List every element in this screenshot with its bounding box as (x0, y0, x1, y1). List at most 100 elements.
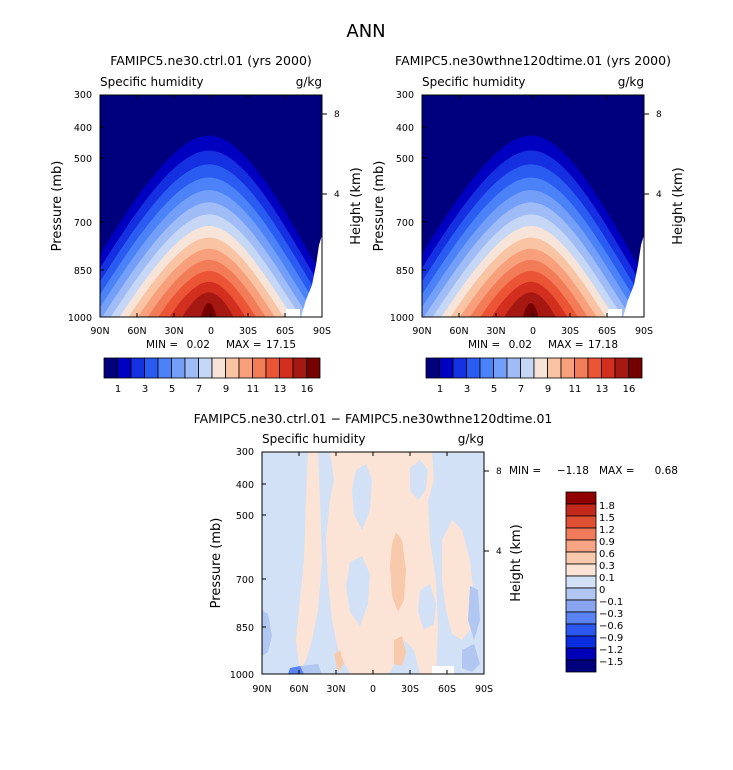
colorbar-swatch (565, 515, 597, 529)
y-tick-label: 500 (236, 511, 254, 522)
colorbar-swatch (565, 491, 597, 505)
panel-3-minmax: MIN = −1.18 MAX = 0.68 (509, 465, 678, 477)
colorbar-label: −1.2 (599, 645, 623, 656)
x-tick-label: 30N (326, 684, 345, 695)
missing-data-region (301, 235, 322, 317)
colorbar-swatch (520, 357, 535, 379)
colorbar-swatch (506, 357, 521, 379)
colorbar-label: 5 (491, 384, 497, 395)
height-tick-label: 4 (656, 190, 662, 200)
height-axis-label: Height (km) (349, 167, 364, 244)
panel-1-variable: Specific humidity (100, 75, 204, 89)
colorbar-swatch (252, 357, 267, 379)
colorbar-swatch (306, 357, 321, 379)
y-tick-label: 850 (236, 623, 254, 634)
colorbar-swatch (565, 635, 597, 649)
tick-marks (99, 94, 327, 318)
colorbar-swatch (452, 357, 467, 379)
panel-3-colorbar (565, 491, 597, 673)
colorbar-swatch (565, 599, 597, 613)
tick-marks (421, 94, 649, 318)
x-tick-label: 60N (127, 326, 146, 337)
height-tick-label: 8 (656, 110, 662, 120)
colorbar-label: 0.1 (599, 573, 615, 584)
colorbar-swatch (493, 357, 508, 379)
max-label: MAX = (599, 465, 635, 477)
negative-anomaly-region (298, 664, 322, 674)
panel-2: FAMIPC5.ne30wthne120dtime.01 (yrs 2000) … (372, 53, 686, 395)
x-tick-label: 60S (598, 326, 616, 337)
x-tick-label: 90N (90, 326, 109, 337)
colorbar-label: 1 (115, 384, 121, 395)
negative-anomaly-core (288, 666, 304, 674)
panel-1-minmax: MIN = 0.02 MAX = 17.15 (146, 339, 296, 351)
y-tick-label: 500 (396, 154, 414, 165)
panel-2-x-axis: 90N 60N 30N 0 30S 60S 90S (412, 326, 653, 337)
panel-1-title: FAMIPC5.ne30.ctrl.01 (yrs 2000) (110, 53, 312, 68)
y-tick-label: 400 (236, 480, 254, 491)
x-tick-label: 60N (449, 326, 468, 337)
colorbar-swatch (565, 587, 597, 601)
panel-2-right-axis: 8 4 Height (km) (656, 110, 686, 245)
colorbar-label: 11 (247, 384, 260, 395)
min-label: MIN = (146, 339, 178, 351)
colorbar-swatch (238, 357, 253, 379)
colorbar-swatch (614, 357, 629, 379)
missing-data-region (432, 666, 454, 674)
colorbar-swatch (103, 357, 118, 379)
panel-1-right-axis: 8 4 Height (km) (334, 110, 364, 245)
x-tick-label: 60N (289, 684, 308, 695)
panel-2-title: FAMIPC5.ne30wthne120dtime.01 (yrs 2000) (395, 53, 671, 68)
contour-band (522, 303, 539, 317)
missing-data-region (608, 309, 622, 317)
panel-2-colorbar (425, 357, 643, 379)
panel-3-colorbar-labels: 1.8 1.5 1.2 0.9 0.6 0.3 0.1 0 −0.1 −0.3 … (599, 501, 623, 668)
colorbar-swatch (565, 527, 597, 541)
positive-anomaly-core (390, 532, 406, 612)
panel-1-x-axis: 90N 60N 30N 0 30S 60S 90S (90, 326, 331, 337)
x-tick-label: 90N (412, 326, 431, 337)
y-axis-label: Pressure (mb) (372, 161, 387, 252)
max-label: MAX = (548, 339, 584, 351)
panel-3-units: g/kg (458, 432, 484, 446)
positive-anomaly-core (394, 636, 406, 666)
panel-1-colorbar-labels: 1 3 5 7 9 11 13 16 (115, 384, 314, 395)
colorbar-swatch (628, 357, 643, 379)
x-tick-label: 90S (313, 326, 331, 337)
colorbar-label: 16 (301, 384, 314, 395)
colorbar-label: 0.6 (599, 549, 615, 560)
colorbar-swatch (565, 563, 597, 577)
panel-2-contours (422, 95, 644, 317)
colorbar-label: 1.5 (599, 513, 615, 524)
panel-1: FAMIPC5.ne30.ctrl.01 (yrs 2000) Specific… (50, 53, 364, 395)
colorbar-label: 13 (274, 384, 287, 395)
negative-anomaly-region (418, 584, 436, 630)
colorbar-label: 16 (623, 384, 636, 395)
colorbar-swatch (144, 357, 159, 379)
colorbar-swatch (265, 357, 280, 379)
missing-data-region (623, 235, 644, 317)
colorbar-label: 0.3 (599, 561, 615, 572)
colorbar-swatch (479, 357, 494, 379)
colorbar-label: 1.2 (599, 525, 615, 536)
min-label: MIN = (468, 339, 500, 351)
panel-3-title: FAMIPC5.ne30.ctrl.01 − FAMIPC5.ne30wthne… (194, 411, 553, 426)
y-tick-label: 700 (74, 218, 92, 229)
panel-3-x-axis: 90N 60N 30N 0 30S 60S 90S (252, 684, 493, 695)
colorbar-swatch (184, 357, 199, 379)
height-tick-label: 8 (334, 110, 340, 120)
x-tick-label: 30N (164, 326, 183, 337)
negative-anomaly-region (410, 460, 428, 500)
height-axis-label: Height (km) (671, 167, 686, 244)
colorbar-swatch (211, 357, 226, 379)
y-tick-label: 850 (74, 266, 92, 277)
contour-band (200, 303, 217, 317)
colorbar-swatch (565, 539, 597, 553)
y-tick-label: 300 (236, 447, 254, 458)
panel-3-contours (262, 452, 480, 674)
colorbar-label: 1 (437, 384, 443, 395)
x-tick-label: 0 (530, 326, 536, 337)
panel-3: FAMIPC5.ne30.ctrl.01 − FAMIPC5.ne30wthne… (194, 411, 678, 695)
colorbar-swatch (171, 357, 186, 379)
